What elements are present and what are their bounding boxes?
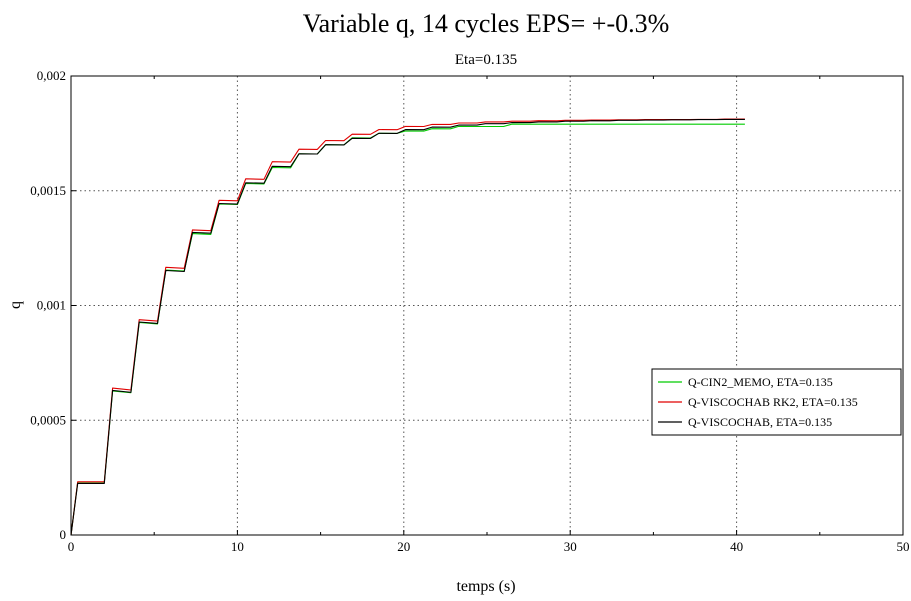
legend-label-2: Q-VISCOCHAB RK2, ETA=0.135: [688, 395, 858, 409]
chart-subtitle: Eta=0.135: [455, 52, 517, 68]
x-tick-label: 40: [730, 539, 743, 554]
y-tick-label: 0,001: [37, 298, 66, 313]
legend-label-3: Q-VISCOCHAB, ETA=0.135: [688, 415, 832, 429]
legend-box: [651, 368, 902, 436]
x-axis-label: temps (s): [456, 578, 515, 595]
legend: Q-CIN2_MEMO, ETA=0.135 Q-VISCOCHAB RK2, E…: [651, 368, 902, 436]
y-axis-label: q: [7, 301, 24, 309]
chart-title: Variable q, 14 cycles EPS= +-0.3%: [303, 9, 670, 38]
series-line-2: [70, 118, 745, 536]
series-line-3: [70, 118, 745, 536]
x-tick-label: 50: [897, 539, 910, 554]
y-tick-label: 0,002: [37, 68, 66, 83]
series-layer: [70, 118, 745, 536]
series-line-1: [70, 123, 745, 536]
y-tick-label: 0,0015: [30, 183, 66, 198]
x-tick-label: 10: [231, 539, 244, 554]
x-tick-label: 30: [564, 539, 577, 554]
y-tick-label: 0: [60, 527, 67, 542]
ticks: 0 10 20 30 40 50 0 0,0005 0,001 0,0015 0,002: [30, 68, 909, 554]
x-tick-label: 0: [68, 539, 75, 554]
grid: [71, 76, 903, 535]
y-tick-label: 0,0005: [30, 412, 66, 427]
x-tick-label: 20: [397, 539, 410, 554]
legend-label-1: Q-CIN2_MEMO, ETA=0.135: [688, 375, 833, 389]
